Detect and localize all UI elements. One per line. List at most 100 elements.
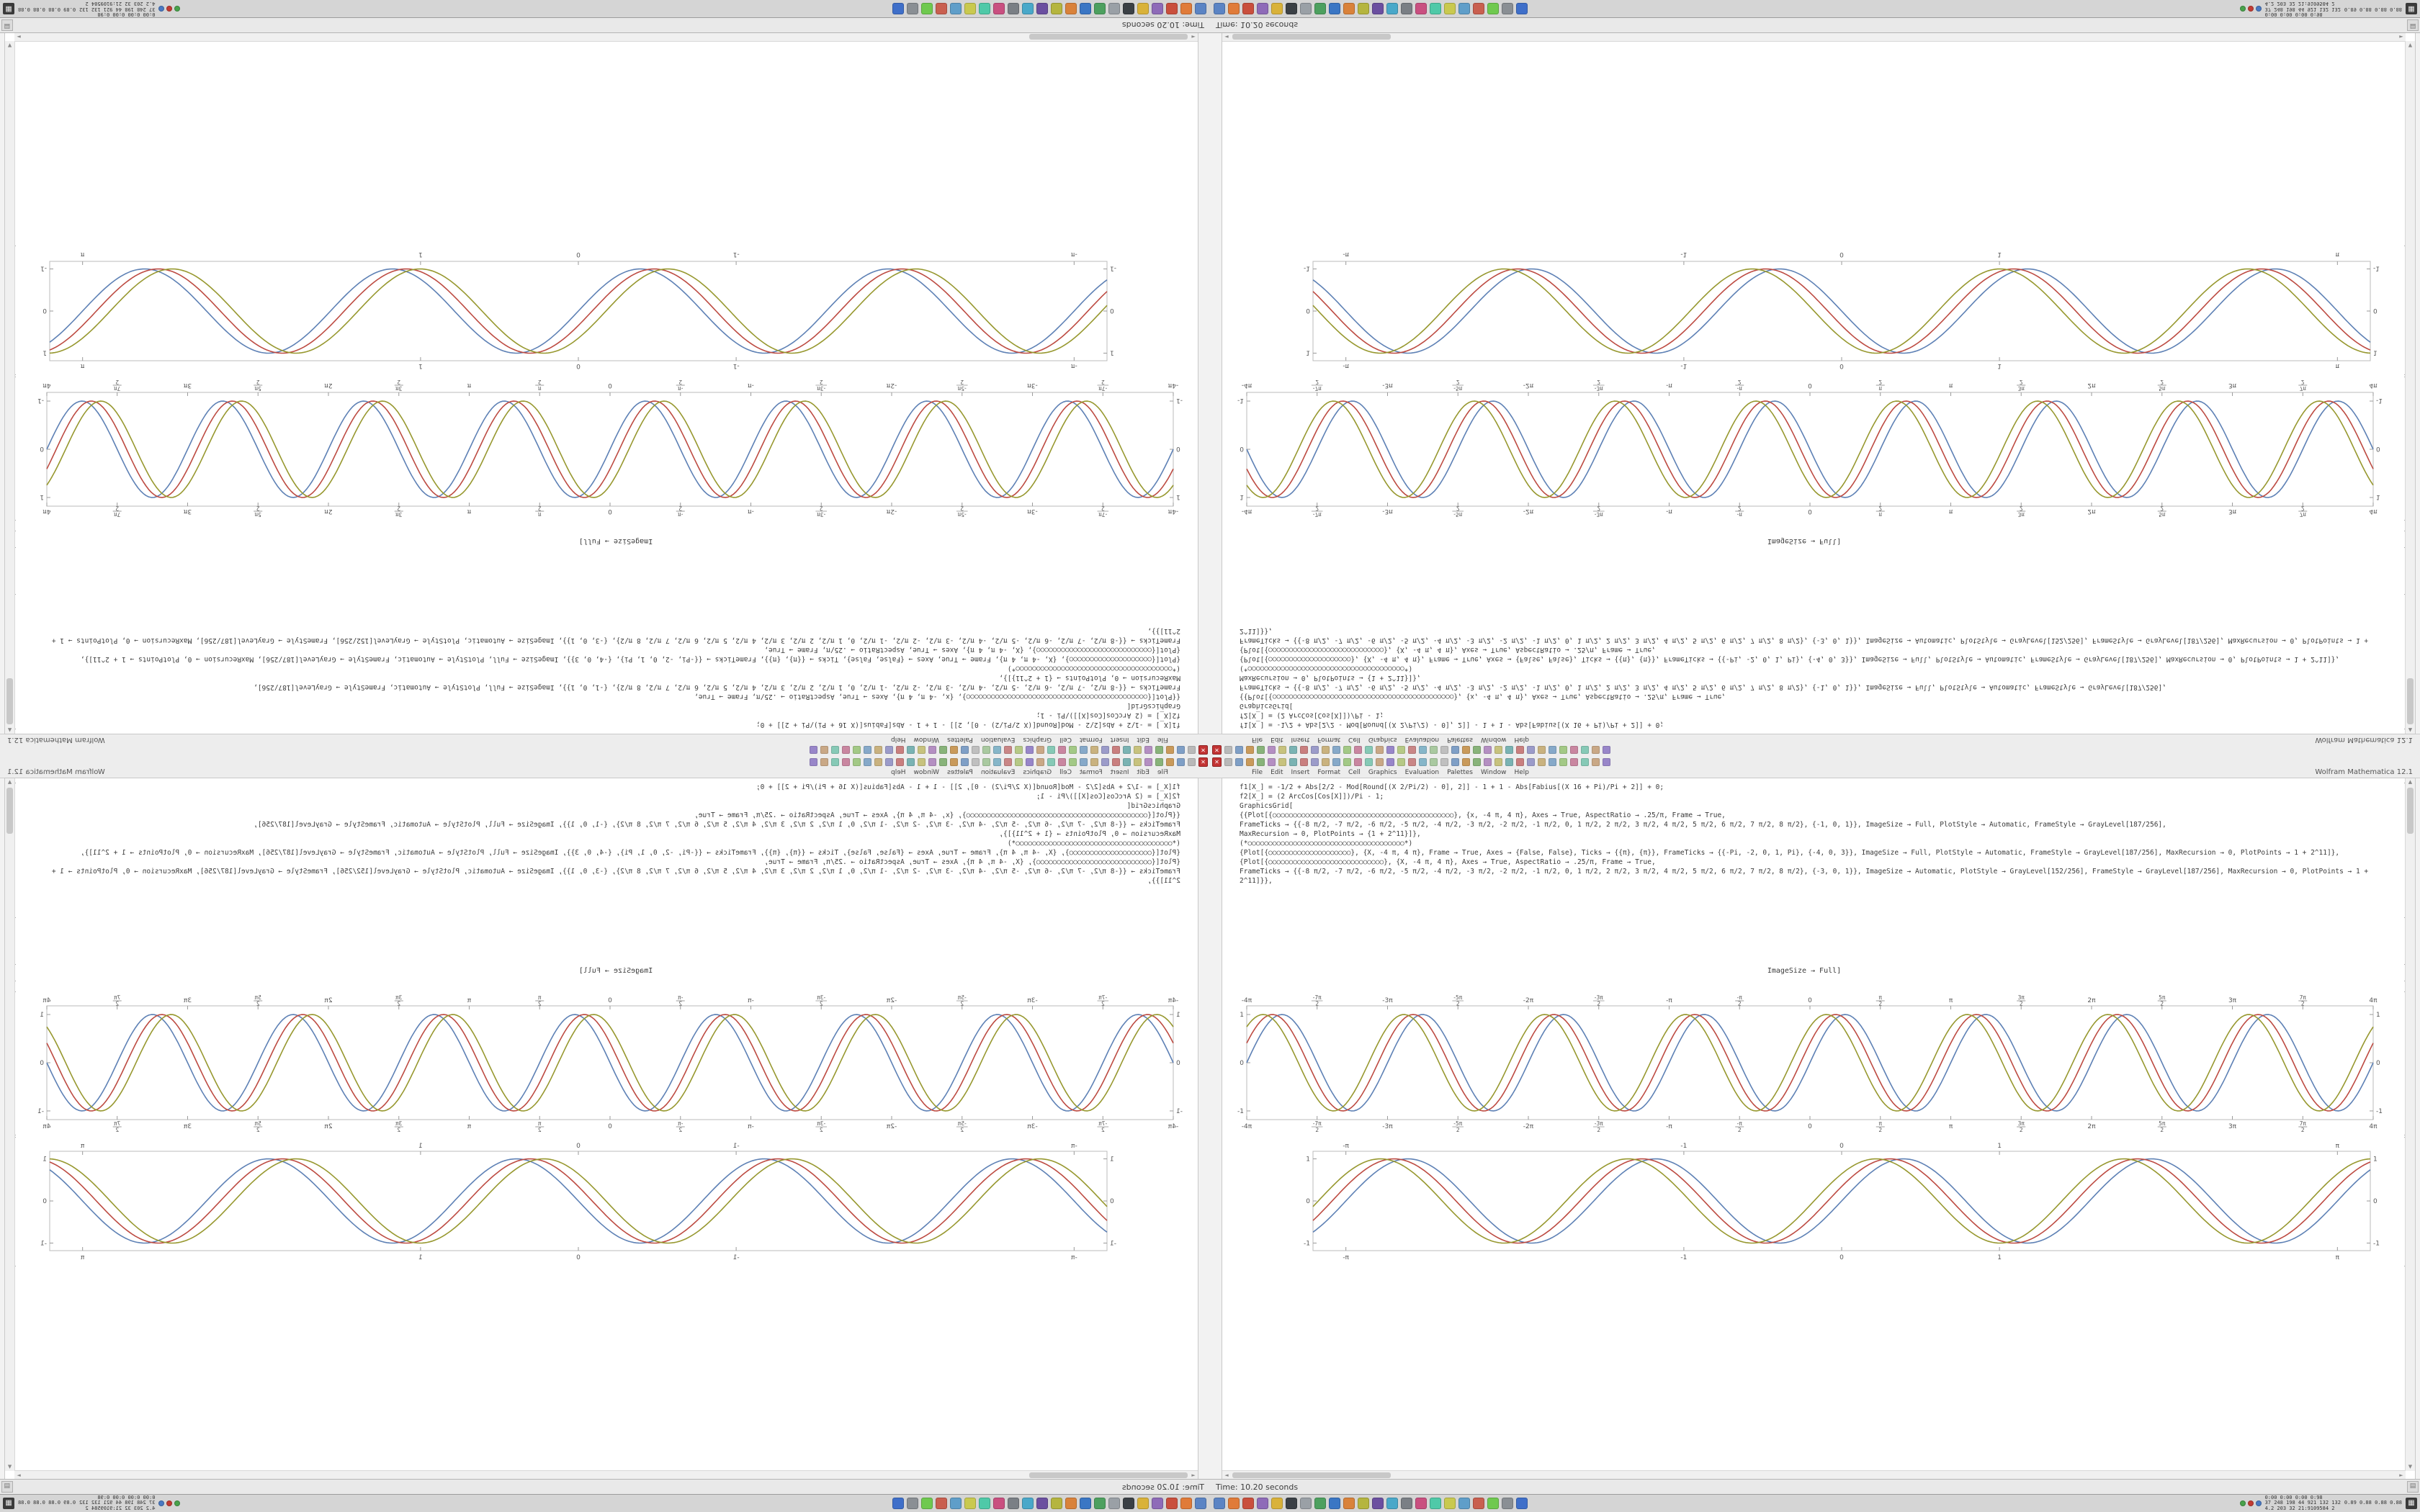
writer-icon[interactable]: [1080, 1498, 1091, 1509]
draw-icon[interactable]: [1051, 1498, 1062, 1509]
menu-item-evaluation[interactable]: Evaluation: [980, 769, 1016, 776]
tray-dot-icon[interactable]: [166, 1500, 173, 1506]
tray-dot-icon[interactable]: [174, 1500, 181, 1506]
scrollbar-thumb[interactable]: [6, 788, 13, 834]
video-icon[interactable]: [1473, 1498, 1484, 1509]
toolbar-icon[interactable]: [961, 746, 969, 755]
tray-dot-icon[interactable]: [174, 6, 181, 12]
code-line[interactable]: (*○○○○○○○○○○○○○○○○○○○○○○○○○○○○○○○○○○○○○○…: [1007, 840, 1180, 847]
store-icon[interactable]: [1516, 3, 1528, 14]
toolbar-icon[interactable]: [1397, 746, 1405, 755]
tray-dot-icon[interactable]: [2255, 1500, 2262, 1506]
toolbar-icon[interactable]: [820, 757, 828, 766]
toolbar-icon[interactable]: [1570, 757, 1578, 766]
scroll-up-icon[interactable]: ▲: [7, 779, 12, 785]
toolbar-icon[interactable]: [907, 746, 915, 755]
taskbar-menu-button[interactable]: ▦: [2406, 3, 2417, 14]
terminal-icon[interactable]: [1123, 1498, 1134, 1509]
disks-icon[interactable]: [950, 3, 962, 14]
toolbar-icon[interactable]: [842, 746, 850, 755]
toolbar-icon[interactable]: [1494, 757, 1502, 766]
tray-dot-icon[interactable]: [2247, 1500, 2254, 1506]
code-line[interactable]: f2[X_] = (2 ArcCos[Cos[X]])/Pi - 1;: [1036, 793, 1180, 801]
notebook-canvas[interactable]: f1[X_] = -1/2 + Abs[2/2 - Mod[Round[(X 2…: [4, 778, 1198, 1480]
toolbar-icon[interactable]: [1090, 757, 1098, 766]
menu-item-file[interactable]: File: [1252, 769, 1263, 776]
taskbar-menu-button[interactable]: ▦: [3, 3, 14, 14]
writer-icon[interactable]: [1080, 3, 1091, 14]
toolbar-icon[interactable]: [1015, 757, 1023, 766]
toolbar-icon[interactable]: [874, 757, 882, 766]
music-icon[interactable]: [1257, 3, 1268, 14]
menu-item-cell[interactable]: Cell: [1348, 769, 1361, 776]
firefox-icon[interactable]: [1180, 3, 1192, 14]
photos-icon[interactable]: [1137, 1498, 1149, 1509]
toolbar-icon[interactable]: [928, 746, 936, 755]
monitor-icon[interactable]: [1502, 1498, 1513, 1509]
browser-icon[interactable]: [1022, 3, 1034, 14]
code-line[interactable]: FrameTicks → {{-8 π/2, -7 π/2, -6 π/2, -…: [1240, 868, 2372, 885]
mail-icon[interactable]: [1166, 1498, 1178, 1509]
scroll-down-icon[interactable]: ▼: [2408, 1464, 2413, 1470]
toolbar-icon[interactable]: [1419, 746, 1427, 755]
toolbar-icon[interactable]: [1112, 757, 1120, 766]
menu-item-edit[interactable]: Edit: [1270, 769, 1283, 776]
files-icon[interactable]: [1214, 1498, 1225, 1509]
menu-item-format[interactable]: Format: [1317, 736, 1341, 743]
toolbar-icon[interactable]: [1408, 746, 1416, 755]
media-icon[interactable]: [993, 3, 1005, 14]
scroll-down-icon[interactable]: ▼: [7, 1464, 12, 1470]
toolbar-icon[interactable]: [885, 746, 893, 755]
toolbar-icon[interactable]: [1354, 757, 1362, 766]
terminal-icon[interactable]: [1123, 3, 1134, 14]
code-line[interactable]: (*○○○○○○○○○○○○○○○○○○○○○○○○○○○○○○○○○○○○○○…: [1240, 665, 1413, 672]
draw-icon[interactable]: [1358, 1498, 1369, 1509]
archive-icon[interactable]: [964, 1498, 976, 1509]
toolbar-icon[interactable]: [1484, 746, 1492, 755]
toolbar-icon[interactable]: [1376, 757, 1384, 766]
draw-icon[interactable]: [1051, 3, 1062, 14]
code-line[interactable]: FrameTicks → {{-8 π/2, -7 π/2, -6 π/2, -…: [48, 627, 1180, 644]
code-line[interactable]: MaxRecursion → 0, PlotPoints → {1 + 2^11…: [999, 830, 1180, 838]
code-cell[interactable]: f1[X_] = -1/2 + Abs[2/2 - Mod[Round[(X 2…: [51, 626, 1180, 729]
browser-icon[interactable]: [1386, 3, 1398, 14]
toolbar-icon[interactable]: [1004, 746, 1012, 755]
firefox-icon[interactable]: [1228, 3, 1240, 14]
toolbar-icon[interactable]: [1278, 757, 1286, 766]
toolbar-icon[interactable]: [1090, 746, 1098, 755]
code-line[interactable]: {Plot[{○○○○○○○○○○○○○○○○○○○○○○○○○○○○}, {X…: [1240, 646, 1656, 654]
toolbar-icon[interactable]: [1386, 757, 1394, 766]
toolbar-icon[interactable]: [918, 757, 926, 766]
toolbar-icon[interactable]: [1246, 746, 1254, 755]
menu-item-help[interactable]: Help: [1514, 769, 1530, 776]
menu-item-window[interactable]: Window: [913, 736, 940, 743]
toolbar-icon[interactable]: [1188, 746, 1196, 755]
taskbar-menu-button[interactable]: ▦: [2406, 1498, 2417, 1509]
terminal-icon[interactable]: [1286, 1498, 1297, 1509]
menu-item-help[interactable]: Help: [890, 736, 906, 743]
scrollbar-thumb[interactable]: [2407, 788, 2414, 834]
menu-item-format[interactable]: Format: [1317, 769, 1341, 776]
impress-icon[interactable]: [1065, 3, 1077, 14]
resize-corner-icon[interactable]: ▤: [2407, 1481, 2419, 1493]
toolbar-icon[interactable]: [1004, 757, 1012, 766]
toolbar-icon[interactable]: [1268, 746, 1276, 755]
toolbar-icon[interactable]: [993, 746, 1001, 755]
scroll-right-icon[interactable]: ►: [2399, 1472, 2403, 1478]
settings-icon[interactable]: [1401, 1498, 1412, 1509]
toolbar-icon[interactable]: [1155, 757, 1163, 766]
scroll-up-icon[interactable]: ▲: [2408, 727, 2413, 733]
toolbar-icon[interactable]: [1322, 757, 1330, 766]
notebook-canvas[interactable]: f1[X_] = -1/2 + Abs[2/2 - Mod[Round[(X 2…: [1222, 32, 2416, 734]
toolbar-icon[interactable]: [1440, 757, 1448, 766]
code-line[interactable]: {{Plot[{○○○○○○○○○○○○○○○○○○○○○○○○○○○○○○○○…: [1240, 693, 1726, 701]
code-line[interactable]: FrameTicks → {{-8 π/2, -7 π/2, -6 π/2, -…: [48, 868, 1180, 885]
media-icon[interactable]: [993, 1498, 1005, 1509]
toolbar-icon[interactable]: [1484, 757, 1492, 766]
toolbar-icon[interactable]: [1166, 746, 1174, 755]
toolbar-icon[interactable]: [1257, 757, 1265, 766]
toolbar-icon[interactable]: [918, 746, 926, 755]
code-line[interactable]: {Plot[{○○○○○○○○○○○○○○○○○○○○○○○○○○○○}, {X…: [1240, 858, 1656, 866]
scrollbar-thumb[interactable]: [1232, 34, 1391, 40]
toolbar-icon[interactable]: [1419, 757, 1427, 766]
